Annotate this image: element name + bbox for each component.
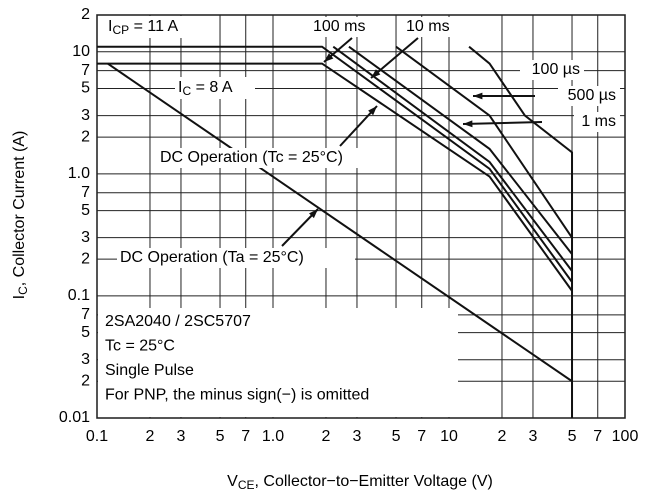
x-tick-label: 3: [529, 428, 538, 445]
curve: [97, 62, 573, 292]
arrow-head: [473, 92, 483, 100]
annotation-rest: = 11 A: [129, 18, 178, 35]
x-tick-label: 100: [612, 428, 639, 445]
series-label: 500 µs: [568, 87, 616, 104]
annotation: IC = 8 A: [178, 79, 233, 98]
annotation-rest: = 8 A: [191, 79, 233, 96]
note-box: [98, 308, 458, 417]
y-tick-label: 2: [81, 250, 90, 267]
y-tick-label: 7: [81, 184, 90, 201]
x-tick-label: 7: [593, 428, 602, 445]
curve: [97, 45, 573, 283]
curve: [468, 45, 574, 418]
curve: [395, 45, 573, 239]
series-label: 100 ms: [313, 18, 365, 35]
label-bg: [574, 112, 620, 132]
y-axis-label: IC, Collector Current (A): [11, 131, 30, 300]
y-tick-label: 0.01: [59, 409, 90, 426]
x-tick-label: 2: [146, 428, 155, 445]
annotation-sub: CP: [112, 23, 129, 37]
y-tick-label: 3: [81, 107, 90, 124]
note: For PNP, the minus sign(−) is omitted: [105, 387, 369, 404]
note: Single Pulse: [105, 362, 194, 379]
x-tick-label: 7: [417, 428, 426, 445]
label-bg: [520, 60, 584, 80]
y-tick-label: 3: [81, 351, 90, 368]
arrow: [370, 37, 419, 79]
label-bg: [310, 17, 372, 37]
y-tick-label: 2: [81, 128, 90, 145]
arrow: [462, 121, 543, 125]
arrow-head: [308, 209, 318, 219]
x-tick-label: 5: [392, 428, 401, 445]
arrow-head: [371, 69, 381, 78]
annotation-main: I: [108, 18, 112, 35]
x-tick-label: 1.0: [262, 428, 284, 445]
y-axis-label-rest: , Collector Current (A): [11, 131, 28, 287]
series-label: 10 ms: [406, 18, 450, 35]
y-tick-label: 3: [81, 229, 90, 246]
x-axis-label-rest: , Collector−to−Emitter Voltage (V): [255, 473, 493, 490]
note: 2SA2040 / 2SC5707: [105, 313, 251, 330]
y-tick-label: 5: [81, 202, 90, 219]
series-label: DC Operation (Tc = 25°C): [160, 149, 343, 166]
label-bg: [403, 17, 457, 37]
x-axis-label: VCE, Collector−to−Emitter Voltage (V): [227, 473, 493, 492]
annotation: ICP = 11 A: [108, 18, 179, 37]
note: Tc = 25°C: [105, 338, 175, 355]
x-tick-label: 3: [177, 428, 186, 445]
curves: [97, 45, 574, 418]
y-axis-label-main: I: [11, 295, 28, 299]
label-bg: [117, 248, 355, 268]
curve: [348, 45, 573, 255]
y-tick-label: 1.0: [68, 165, 90, 182]
x-tick-label: 5: [568, 428, 577, 445]
y-tick-label: 10: [72, 43, 90, 60]
label-bg: [558, 86, 620, 106]
y-tick-label: 5: [81, 80, 90, 97]
arrow-head: [368, 106, 377, 116]
y-tick-label: 2: [81, 6, 90, 23]
arrow-head: [324, 53, 334, 62]
x-axis-label-main: V: [227, 473, 238, 490]
y-tick-label: 7: [81, 306, 90, 323]
annotation-main: I: [178, 79, 182, 96]
x-tick-label: 0.1: [86, 428, 108, 445]
series-label: 100 µs: [532, 61, 580, 78]
x-axis-label-sub: CE: [238, 478, 255, 492]
arrow-head: [463, 120, 473, 128]
curve: [107, 62, 573, 383]
label-bg: [105, 16, 205, 38]
x-tick-label: 2: [322, 428, 331, 445]
label-bg: [157, 148, 393, 168]
x-tick-label: 5: [216, 428, 225, 445]
series-label: DC Operation (Ta = 25°C): [120, 249, 304, 266]
label-bg: [175, 77, 255, 99]
y-tick-label: 2: [81, 372, 90, 389]
x-tick-label: 10: [440, 428, 458, 445]
x-tick-label: 2: [498, 428, 507, 445]
y-tick-label: 0.1: [68, 287, 90, 304]
annotation-sub: C: [182, 84, 191, 98]
series-label: 1 ms: [581, 113, 616, 130]
x-tick-label: 3: [353, 428, 362, 445]
y-tick-label: 7: [81, 62, 90, 79]
curve: [332, 45, 573, 272]
y-axis-label-sub: C: [16, 286, 30, 295]
y-tick-label: 5: [81, 324, 90, 341]
x-tick-label: 7: [241, 428, 250, 445]
